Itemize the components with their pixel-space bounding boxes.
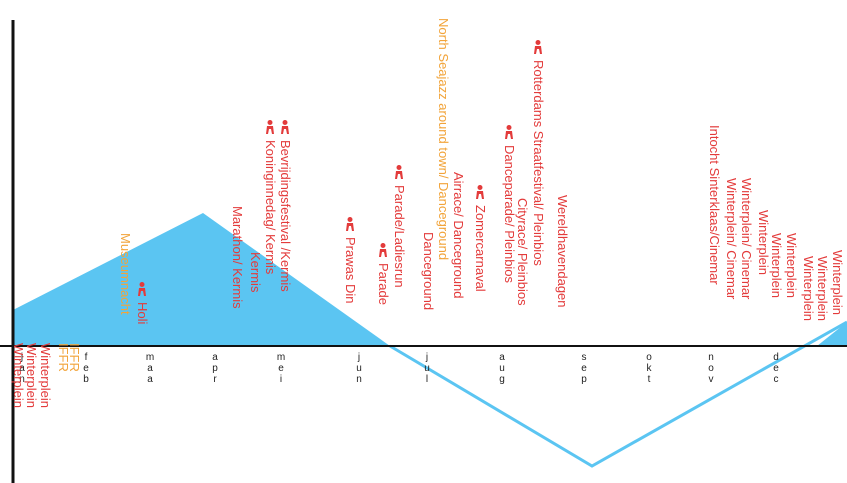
event-item: Rotterdams Straatfestival/ Pleinbios <box>531 40 546 266</box>
event-label: Cityrace/ Pleinbios <box>515 198 530 306</box>
event-item: Winterplein <box>830 250 845 315</box>
event-label: Koninginnedag/ Kermis <box>263 140 278 275</box>
event-item: Danceground <box>421 232 436 310</box>
event-label: Prawas Din <box>343 237 358 303</box>
event-item: Winterplein <box>784 233 799 298</box>
event-label: Winterplein/ Cinemar <box>739 178 754 300</box>
event-item: Parade <box>376 243 391 305</box>
event-item: Prawas Din <box>343 217 358 303</box>
event-label: Rotterdams Straatfestival/ Pleinbios <box>531 60 546 266</box>
event-item: Parade/Ladiesrun <box>392 165 407 288</box>
event-item: Winterplein <box>11 343 26 408</box>
event-item: Winterplein <box>38 343 53 408</box>
event-label: North Seajazz around town/ Danceground <box>436 18 451 260</box>
person-icon <box>346 217 354 231</box>
person-icon <box>379 243 387 257</box>
event-label: Danceparade/ Pleinbios <box>502 145 517 284</box>
activity-wave-line <box>389 320 847 468</box>
event-label: Wereldhavendagen <box>555 195 570 308</box>
event-item: Museumnacht <box>118 233 133 315</box>
person-icon <box>534 40 542 54</box>
person-icon <box>505 125 513 139</box>
event-label: Danceground <box>421 232 436 310</box>
event-label: Holi <box>135 302 150 325</box>
event-label: Parade/Ladiesrun <box>392 185 407 288</box>
winter-area-shape <box>817 322 847 346</box>
month-labels: j a n f e b m a a a p r m e i j u n j u l a u g s e p o k t n o v d e c <box>19 352 779 385</box>
event-item: Kermis <box>248 252 263 293</box>
event-label: Winterplein <box>756 210 771 275</box>
event-item: Winterplein <box>756 210 771 275</box>
event-item: Winterplein <box>769 233 784 298</box>
activity-area-shape <box>13 213 390 346</box>
event-label: Parade <box>376 263 391 305</box>
event-label: Kermis <box>248 252 263 293</box>
event-item: Winterplein/ Cinemar <box>724 178 739 300</box>
event-item: North Seajazz around town/ Danceground <box>436 18 451 260</box>
event-item: Koninginnedag/ Kermis <box>263 120 278 275</box>
person-icon <box>281 120 289 134</box>
event-label: Winterplein <box>769 233 784 298</box>
event-label: Intocht Sinterklaas/Cinemar <box>707 125 722 285</box>
event-item: Danceparade/ Pleinbios <box>502 125 517 284</box>
event-label: Winterplein/ Cinemar <box>724 178 739 300</box>
event-label: Winterplein <box>784 233 799 298</box>
event-item: Winterplein/ Cinemar <box>739 178 754 300</box>
event-label: Winterplein <box>830 250 845 315</box>
event-label: Bevrijdingsfestival /Kermis <box>278 140 293 292</box>
event-label: Winterplein <box>801 256 816 321</box>
person-icon <box>395 165 403 179</box>
event-label: Winterplein <box>815 256 830 321</box>
event-label: Airrace/ Danceground <box>451 172 466 298</box>
event-label: Winterplein <box>24 343 39 408</box>
event-item: Winterplein <box>801 256 816 321</box>
event-item: IFFR <box>56 343 71 372</box>
person-icon <box>266 120 274 134</box>
event-label: Zomercarnaval <box>473 205 488 292</box>
event-label: Marathon/ Kermis <box>230 206 245 309</box>
event-item: Zomercarnaval <box>473 185 488 292</box>
event-item: IFFR <box>67 343 82 372</box>
event-label: Winterplein <box>11 343 26 408</box>
event-label: IFFR <box>67 343 82 372</box>
event-item: Airrace/ Danceground <box>451 172 466 298</box>
event-label: IFFR <box>56 343 71 372</box>
event-label: Winterplein <box>38 343 53 408</box>
person-icon <box>476 185 484 199</box>
event-item: Bevrijdingsfestival /Kermis <box>278 120 293 292</box>
event-item: Cityrace/ Pleinbios <box>515 198 530 306</box>
event-item: Winterplein <box>24 343 39 408</box>
event-item: Marathon/ Kermis <box>230 206 245 309</box>
event-item: Wereldhavendagen <box>555 195 570 308</box>
event-label: Museumnacht <box>118 233 133 315</box>
event-item: Winterplein <box>815 256 830 321</box>
event-item: Intocht Sinterklaas/Cinemar <box>707 125 722 285</box>
